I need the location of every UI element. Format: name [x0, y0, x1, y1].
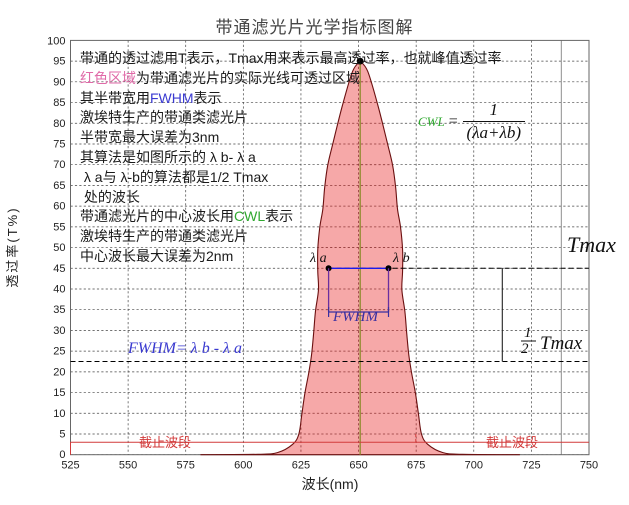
svg-text:35: 35 [53, 304, 65, 316]
svg-text:95: 95 [53, 56, 65, 68]
svg-text:75: 75 [53, 139, 65, 151]
svg-text:截止波段: 截止波段 [486, 435, 538, 450]
svg-text:55: 55 [53, 221, 65, 233]
svg-text:625: 625 [292, 460, 310, 472]
svg-text:FWHM= λ b - λ a: FWHM= λ b - λ a [127, 340, 242, 357]
svg-text:575: 575 [177, 460, 195, 472]
svg-text:1: 1 [524, 325, 532, 341]
svg-text:70: 70 [53, 159, 65, 171]
svg-text:650: 650 [349, 460, 367, 472]
svg-text:90: 90 [53, 76, 65, 88]
svg-text:截止波段: 截止波段 [139, 435, 191, 450]
svg-text:60: 60 [53, 201, 65, 213]
svg-text:50: 50 [53, 242, 65, 254]
svg-text:600: 600 [234, 460, 252, 472]
svg-text:Tmax: Tmax [567, 232, 616, 257]
svg-text:波长(nm): 波长(nm) [302, 476, 359, 492]
svg-text:525: 525 [61, 460, 79, 472]
svg-text:45: 45 [53, 263, 65, 275]
svg-text:Tmax: Tmax [540, 333, 583, 354]
svg-text:65: 65 [53, 180, 65, 192]
svg-text:15: 15 [53, 387, 65, 399]
svg-text:85: 85 [53, 97, 65, 109]
svg-text:40: 40 [53, 284, 65, 296]
svg-text:675: 675 [407, 460, 425, 472]
svg-text:30: 30 [53, 325, 65, 337]
svg-text:5: 5 [59, 429, 65, 441]
svg-text:100: 100 [47, 36, 65, 48]
svg-text:750: 750 [580, 460, 598, 472]
svg-text:700: 700 [465, 460, 483, 472]
svg-text:2: 2 [521, 341, 529, 357]
svg-text:FWHM: FWHM [332, 309, 379, 325]
svg-text:80: 80 [53, 118, 65, 130]
svg-text:725: 725 [522, 460, 540, 472]
svg-text:25: 25 [53, 346, 65, 358]
svg-text:550: 550 [119, 460, 137, 472]
svg-text:20: 20 [53, 366, 65, 378]
svg-text:10: 10 [53, 408, 65, 420]
